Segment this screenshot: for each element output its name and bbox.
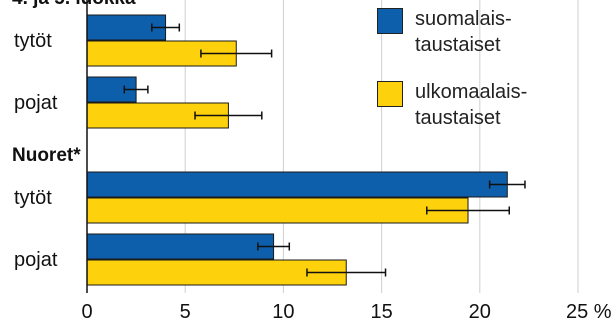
legend-swatch-finnish [377,8,403,34]
legend-item-finnish: suomalais- taustaiset [377,6,512,58]
bar-finnish [86,233,275,260]
bar-finnish [86,171,508,198]
category-label: tytöt [14,30,52,52]
x-tick-label: 25 % [566,301,612,321]
category-label: pojat [14,249,58,271]
x-tick-label: 10 [272,301,294,321]
bar-foreign [86,197,469,224]
legend-swatch-foreign [377,81,403,107]
legend-label-foreign: ulkomaalais- taustaiset [415,81,528,129]
x-tick-label: 15 [370,301,392,321]
x-tick-label: 0 [81,301,92,321]
x-tick-label: 5 [180,301,191,321]
legend-item-foreign: ulkomaalais- taustaiset [377,79,527,131]
group-title-children: 4. ja 5. luokka [12,0,136,8]
legend-label-finnish: suomalais- taustaiset [415,8,512,56]
category-label: tytöt [14,187,52,209]
x-tick-label: 20 [469,301,491,321]
category-label: pojat [14,92,58,114]
group-title-youth: Nuoret* [12,145,81,166]
